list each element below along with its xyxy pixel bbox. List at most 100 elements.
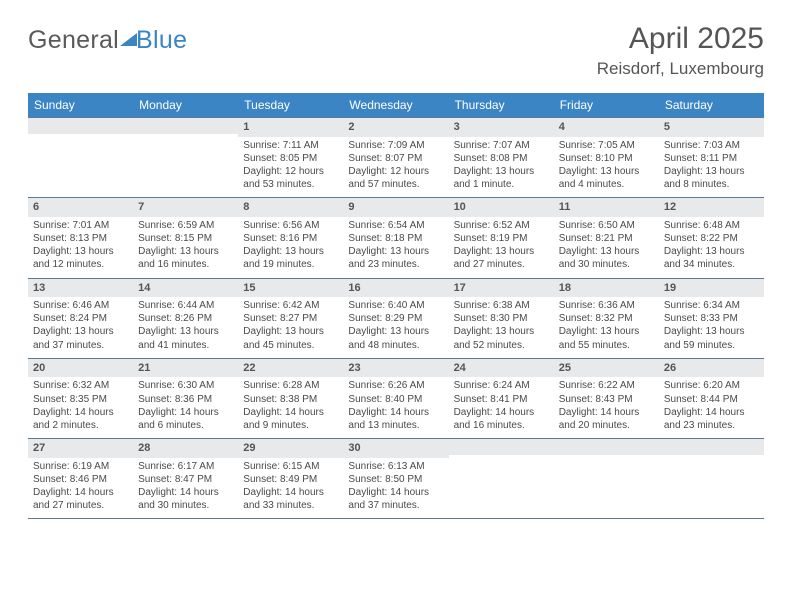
day-body: Sunrise: 6:36 AMSunset: 8:32 PMDaylight:… xyxy=(554,297,659,358)
day-cell: 2Sunrise: 7:09 AMSunset: 8:07 PMDaylight… xyxy=(343,118,448,197)
day-body: Sunrise: 6:40 AMSunset: 8:29 PMDaylight:… xyxy=(343,297,448,358)
daylight-text: Daylight: 13 hours and 48 minutes. xyxy=(348,325,443,351)
week-row: 27Sunrise: 6:19 AMSunset: 8:46 PMDayligh… xyxy=(28,438,764,518)
sunset-text: Sunset: 8:21 PM xyxy=(559,232,654,245)
day-cell: 18Sunrise: 6:36 AMSunset: 8:32 PMDayligh… xyxy=(554,279,659,358)
sunrise-text: Sunrise: 7:03 AM xyxy=(664,139,759,152)
day-body xyxy=(133,134,238,142)
day-cell: 15Sunrise: 6:42 AMSunset: 8:27 PMDayligh… xyxy=(238,279,343,358)
daylight-text: Daylight: 14 hours and 27 minutes. xyxy=(33,486,128,512)
weekday-header-row: SundayMondayTuesdayWednesdayThursdayFrid… xyxy=(28,93,764,117)
sunset-text: Sunset: 8:08 PM xyxy=(454,152,549,165)
day-cell: 4Sunrise: 7:05 AMSunset: 8:10 PMDaylight… xyxy=(554,118,659,197)
day-number xyxy=(133,118,238,134)
daylight-text: Daylight: 13 hours and 55 minutes. xyxy=(559,325,654,351)
sunset-text: Sunset: 8:29 PM xyxy=(348,312,443,325)
sunrise-text: Sunrise: 6:32 AM xyxy=(33,379,128,392)
day-number: 24 xyxy=(449,359,554,378)
day-body: Sunrise: 6:50 AMSunset: 8:21 PMDaylight:… xyxy=(554,217,659,278)
sunset-text: Sunset: 8:43 PM xyxy=(559,393,654,406)
header: General Blue April 2025 Reisdorf, Luxemb… xyxy=(28,22,764,79)
day-body: Sunrise: 6:15 AMSunset: 8:49 PMDaylight:… xyxy=(238,458,343,519)
day-body: Sunrise: 6:52 AMSunset: 8:19 PMDaylight:… xyxy=(449,217,554,278)
daylight-text: Daylight: 14 hours and 33 minutes. xyxy=(243,486,338,512)
sunrise-text: Sunrise: 6:52 AM xyxy=(454,219,549,232)
sunrise-text: Sunrise: 6:36 AM xyxy=(559,299,654,312)
day-cell: 30Sunrise: 6:13 AMSunset: 8:50 PMDayligh… xyxy=(343,439,448,518)
day-body: Sunrise: 7:05 AMSunset: 8:10 PMDaylight:… xyxy=(554,137,659,198)
sunset-text: Sunset: 8:33 PM xyxy=(664,312,759,325)
sunrise-text: Sunrise: 6:56 AM xyxy=(243,219,338,232)
day-body: Sunrise: 6:28 AMSunset: 8:38 PMDaylight:… xyxy=(238,377,343,438)
day-body: Sunrise: 6:24 AMSunset: 8:41 PMDaylight:… xyxy=(449,377,554,438)
day-cell: 21Sunrise: 6:30 AMSunset: 8:36 PMDayligh… xyxy=(133,359,238,438)
sunrise-text: Sunrise: 6:34 AM xyxy=(664,299,759,312)
daylight-text: Daylight: 13 hours and 1 minute. xyxy=(454,165,549,191)
day-number: 13 xyxy=(28,279,133,298)
sunrise-text: Sunrise: 6:17 AM xyxy=(138,460,233,473)
sunrise-text: Sunrise: 6:30 AM xyxy=(138,379,233,392)
daylight-text: Daylight: 13 hours and 12 minutes. xyxy=(33,245,128,271)
sunset-text: Sunset: 8:10 PM xyxy=(559,152,654,165)
sunrise-text: Sunrise: 6:24 AM xyxy=(454,379,549,392)
day-cell: 3Sunrise: 7:07 AMSunset: 8:08 PMDaylight… xyxy=(449,118,554,197)
day-body: Sunrise: 7:03 AMSunset: 8:11 PMDaylight:… xyxy=(659,137,764,198)
day-cell: 25Sunrise: 6:22 AMSunset: 8:43 PMDayligh… xyxy=(554,359,659,438)
day-body xyxy=(659,455,764,463)
sunset-text: Sunset: 8:32 PM xyxy=(559,312,654,325)
day-body: Sunrise: 6:56 AMSunset: 8:16 PMDaylight:… xyxy=(238,217,343,278)
day-body: Sunrise: 6:42 AMSunset: 8:27 PMDaylight:… xyxy=(238,297,343,358)
daylight-text: Daylight: 13 hours and 30 minutes. xyxy=(559,245,654,271)
day-number: 7 xyxy=(133,198,238,217)
sunrise-text: Sunrise: 6:48 AM xyxy=(664,219,759,232)
title-block: April 2025 Reisdorf, Luxembourg xyxy=(597,22,764,79)
day-body xyxy=(554,455,659,463)
weekday-header-cell: Sunday xyxy=(28,93,133,117)
day-cell: 27Sunrise: 6:19 AMSunset: 8:46 PMDayligh… xyxy=(28,439,133,518)
daylight-text: Daylight: 14 hours and 6 minutes. xyxy=(138,406,233,432)
sunrise-text: Sunrise: 7:05 AM xyxy=(559,139,654,152)
day-cell: 1Sunrise: 7:11 AMSunset: 8:05 PMDaylight… xyxy=(238,118,343,197)
day-number: 28 xyxy=(133,439,238,458)
day-number: 3 xyxy=(449,118,554,137)
sunrise-text: Sunrise: 6:50 AM xyxy=(559,219,654,232)
daylight-text: Daylight: 12 hours and 57 minutes. xyxy=(348,165,443,191)
day-cell: 12Sunrise: 6:48 AMSunset: 8:22 PMDayligh… xyxy=(659,198,764,277)
day-body: Sunrise: 6:48 AMSunset: 8:22 PMDaylight:… xyxy=(659,217,764,278)
daylight-text: Daylight: 13 hours and 27 minutes. xyxy=(454,245,549,271)
sunset-text: Sunset: 8:38 PM xyxy=(243,393,338,406)
day-cell: 13Sunrise: 6:46 AMSunset: 8:24 PMDayligh… xyxy=(28,279,133,358)
day-cell: 24Sunrise: 6:24 AMSunset: 8:41 PMDayligh… xyxy=(449,359,554,438)
day-number: 22 xyxy=(238,359,343,378)
day-body xyxy=(449,455,554,463)
sunset-text: Sunset: 8:13 PM xyxy=(33,232,128,245)
day-number: 12 xyxy=(659,198,764,217)
day-body: Sunrise: 6:30 AMSunset: 8:36 PMDaylight:… xyxy=(133,377,238,438)
day-number: 1 xyxy=(238,118,343,137)
calendar: SundayMondayTuesdayWednesdayThursdayFrid… xyxy=(28,93,764,519)
day-cell: 10Sunrise: 6:52 AMSunset: 8:19 PMDayligh… xyxy=(449,198,554,277)
sunrise-text: Sunrise: 7:11 AM xyxy=(243,139,338,152)
day-cell xyxy=(133,118,238,197)
weekday-header-cell: Thursday xyxy=(449,93,554,117)
week-row: 6Sunrise: 7:01 AMSunset: 8:13 PMDaylight… xyxy=(28,197,764,277)
day-body: Sunrise: 6:59 AMSunset: 8:15 PMDaylight:… xyxy=(133,217,238,278)
sunset-text: Sunset: 8:11 PM xyxy=(664,152,759,165)
day-number: 11 xyxy=(554,198,659,217)
daylight-text: Daylight: 13 hours and 45 minutes. xyxy=(243,325,338,351)
day-cell xyxy=(449,439,554,518)
day-cell: 8Sunrise: 6:56 AMSunset: 8:16 PMDaylight… xyxy=(238,198,343,277)
day-number: 18 xyxy=(554,279,659,298)
day-number xyxy=(659,439,764,455)
sunset-text: Sunset: 8:22 PM xyxy=(664,232,759,245)
daylight-text: Daylight: 14 hours and 20 minutes. xyxy=(559,406,654,432)
daylight-text: Daylight: 13 hours and 19 minutes. xyxy=(243,245,338,271)
day-cell: 14Sunrise: 6:44 AMSunset: 8:26 PMDayligh… xyxy=(133,279,238,358)
day-body: Sunrise: 6:34 AMSunset: 8:33 PMDaylight:… xyxy=(659,297,764,358)
day-number: 8 xyxy=(238,198,343,217)
sunset-text: Sunset: 8:50 PM xyxy=(348,473,443,486)
sunset-text: Sunset: 8:44 PM xyxy=(664,393,759,406)
sunset-text: Sunset: 8:40 PM xyxy=(348,393,443,406)
sunrise-text: Sunrise: 6:44 AM xyxy=(138,299,233,312)
day-number xyxy=(449,439,554,455)
